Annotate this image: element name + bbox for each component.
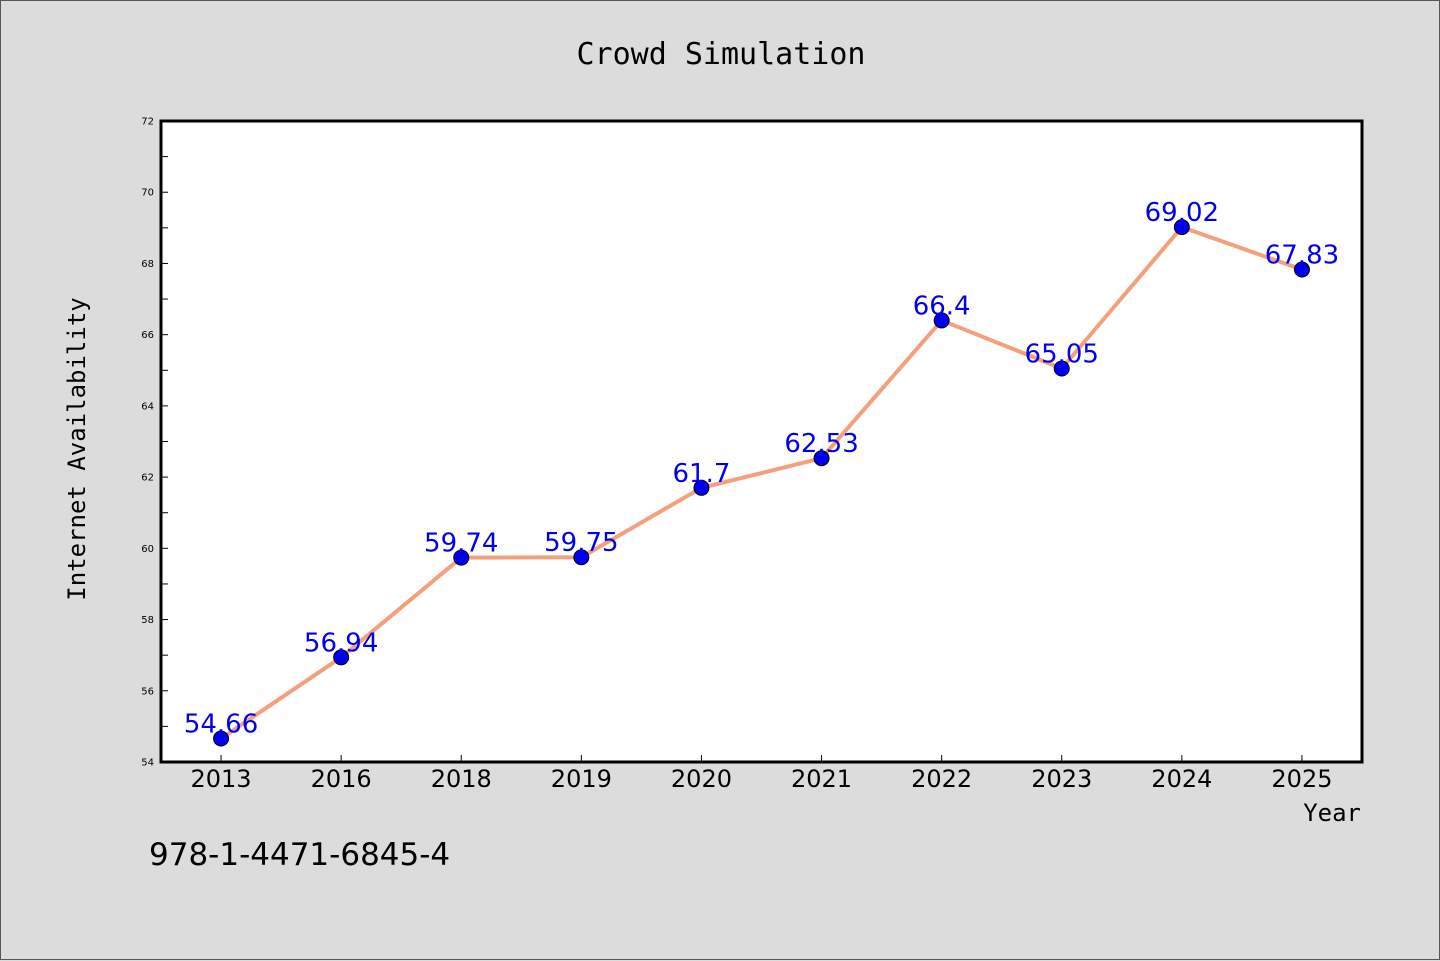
- data-label: 56.94: [304, 628, 378, 658]
- x-tick-label: 2018: [431, 765, 492, 793]
- data-label: 54.66: [184, 709, 258, 739]
- x-tick-label: 2019: [551, 765, 612, 793]
- y-tick-label: 70: [141, 188, 154, 199]
- y-tick-label: 72: [141, 117, 154, 128]
- data-point: [693, 479, 710, 496]
- data-point: [1293, 261, 1310, 278]
- y-axis-ticks: 54 56 58 60 62 64 66 68 70 72: [141, 117, 168, 769]
- data-point: [333, 649, 350, 666]
- data-series: 54.66 56.94 59.74 59.75 61.7 62.53 66.4 65.05 69…: [184, 198, 1339, 747]
- data-label: 62.53: [784, 429, 858, 459]
- y-tick-label: 66: [141, 330, 154, 341]
- y-tick-label: 56: [141, 686, 154, 697]
- x-tick-label: 2022: [911, 765, 972, 793]
- x-tick-label: 2020: [671, 765, 732, 793]
- x-tick-label: 2021: [791, 765, 852, 793]
- isbn-annotation: 978-1-4471-6845-4: [149, 837, 450, 873]
- x-axis-ticks: 2013 2016 2018 2019 2020 2021 2022 2023 2024 2025: [191, 755, 1332, 793]
- data-point: [1173, 219, 1190, 236]
- y-axis-label: Internet Availability: [63, 297, 91, 600]
- data-label: 59.75: [544, 528, 618, 558]
- data-point: [1053, 360, 1070, 377]
- x-tick-label: 2024: [1151, 765, 1212, 793]
- data-point: [453, 549, 470, 566]
- data-label: 65.05: [1025, 339, 1099, 369]
- data-point: [573, 549, 590, 566]
- data-label: 61.7: [673, 459, 731, 489]
- chart-title: Crowd Simulation: [577, 37, 866, 72]
- y-tick-label: 58: [141, 615, 154, 626]
- x-tick-label: 2023: [1031, 765, 1092, 793]
- x-tick-label: 2013: [191, 765, 252, 793]
- data-label: 69.02: [1145, 198, 1219, 228]
- x-tick-label: 2025: [1271, 765, 1332, 793]
- y-tick-label: 54: [141, 758, 154, 769]
- data-point: [813, 450, 830, 467]
- series-line: [219, 225, 1303, 741]
- data-point: [213, 730, 230, 747]
- y-tick-label: 62: [141, 473, 154, 484]
- y-tick-label: 64: [141, 401, 154, 412]
- plot-area: [159, 119, 1364, 764]
- data-label: 67.83: [1265, 240, 1339, 270]
- y-tick-label: 60: [141, 544, 154, 555]
- data-label: 66.4: [913, 291, 971, 321]
- data-point: [933, 312, 950, 329]
- x-axis-label: Year: [1303, 799, 1361, 827]
- x-tick-label: 2016: [311, 765, 372, 793]
- y-tick-label: 68: [141, 259, 154, 270]
- data-label: 59.74: [424, 529, 498, 559]
